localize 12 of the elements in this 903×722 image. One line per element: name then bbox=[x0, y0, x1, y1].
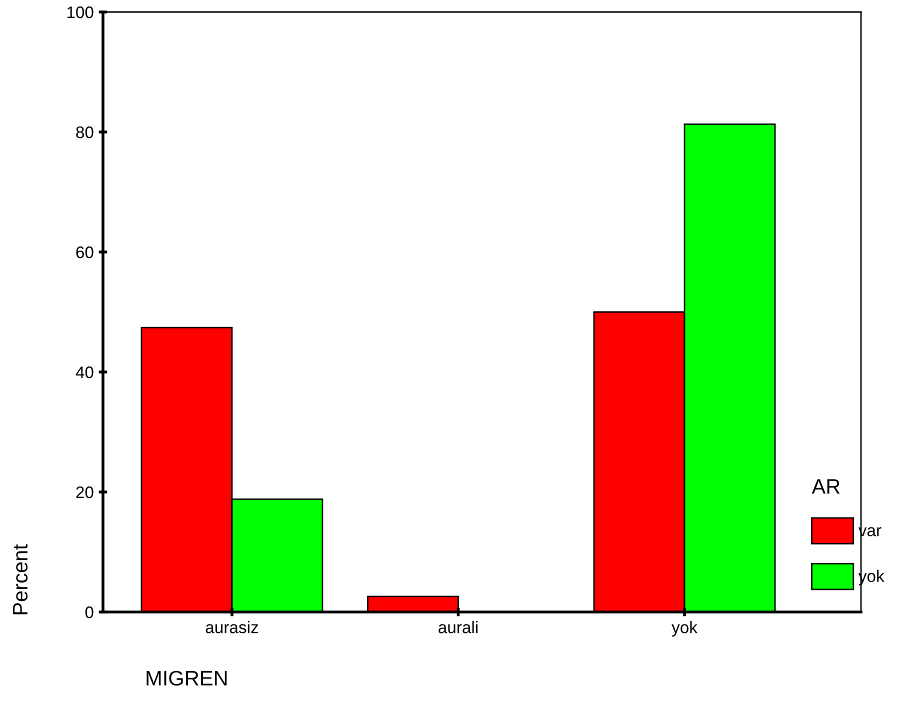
y-tick-label: 0 bbox=[85, 606, 94, 618]
x-axis-title: MIGREN bbox=[146, 670, 227, 686]
x-tick-label: yok bbox=[672, 621, 698, 637]
x-tick-label: aurali bbox=[438, 621, 478, 634]
y-tick-label: 40 bbox=[76, 366, 94, 378]
x-tick-label: aurasiz bbox=[206, 621, 258, 634]
y-tick-label: 80 bbox=[76, 126, 94, 138]
y-axis-title: Percent bbox=[13, 544, 28, 614]
y-tick-label: 60 bbox=[76, 246, 94, 258]
legend-title: AR bbox=[812, 479, 840, 494]
y-tick-label: 20 bbox=[76, 486, 94, 498]
y-tick-label: 100 bbox=[67, 6, 94, 18]
